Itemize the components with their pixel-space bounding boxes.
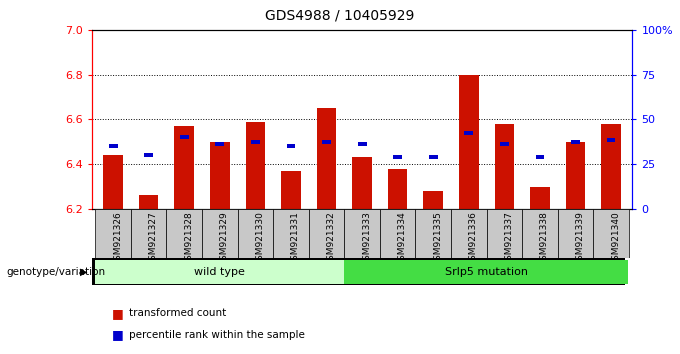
Bar [601, 124, 621, 209]
Text: transformed count: transformed count [129, 308, 226, 318]
Text: GSM921329: GSM921329 [220, 211, 229, 266]
Text: GSM921327: GSM921327 [149, 211, 158, 266]
Text: GSM921328: GSM921328 [184, 211, 193, 266]
Bar [593, 209, 629, 258]
Bar [144, 153, 153, 157]
Bar [245, 122, 265, 209]
Bar [566, 142, 585, 209]
Text: genotype/variation: genotype/variation [7, 267, 106, 277]
Text: GSM921326: GSM921326 [113, 211, 122, 266]
Bar [352, 158, 372, 209]
Bar [487, 209, 522, 258]
Bar [273, 209, 309, 258]
Bar [139, 195, 158, 209]
Text: GSM921335: GSM921335 [433, 211, 442, 266]
Bar [251, 140, 260, 144]
Text: GSM921332: GSM921332 [326, 211, 335, 266]
Text: GSM921339: GSM921339 [575, 211, 585, 266]
Text: GSM921331: GSM921331 [291, 211, 300, 266]
Bar [95, 260, 343, 284]
Text: percentile rank within the sample: percentile rank within the sample [129, 330, 305, 339]
Text: GSM921340: GSM921340 [611, 211, 620, 266]
Bar [103, 155, 123, 209]
Text: GSM921336: GSM921336 [469, 211, 478, 266]
Bar [451, 209, 487, 258]
Text: wild type: wild type [194, 267, 245, 277]
Bar [558, 209, 593, 258]
Bar [536, 155, 544, 159]
Bar [500, 142, 509, 146]
Bar [131, 209, 167, 258]
Bar [202, 209, 237, 258]
Bar [175, 126, 194, 209]
Bar [216, 142, 224, 146]
Text: GDS4988 / 10405929: GDS4988 / 10405929 [265, 9, 415, 23]
Bar [282, 171, 301, 209]
Text: ■: ■ [112, 307, 124, 320]
Bar [167, 209, 202, 258]
Bar [344, 209, 380, 258]
Bar [180, 135, 188, 139]
Bar [607, 138, 615, 142]
Bar [309, 209, 344, 258]
Bar [429, 155, 438, 159]
Text: ▶: ▶ [80, 267, 87, 277]
Bar [530, 187, 549, 209]
Bar [109, 144, 118, 148]
Bar [358, 142, 367, 146]
Text: GSM921338: GSM921338 [540, 211, 549, 266]
Bar [237, 209, 273, 258]
Bar [286, 144, 295, 148]
Bar [317, 108, 337, 209]
Bar [393, 155, 402, 159]
Bar [415, 209, 451, 258]
Bar [95, 209, 131, 258]
Text: ■: ■ [112, 328, 124, 341]
Text: Srlp5 mutation: Srlp5 mutation [445, 267, 528, 277]
Bar [344, 260, 628, 284]
Bar [210, 142, 230, 209]
Bar [388, 169, 407, 209]
Bar [424, 191, 443, 209]
Bar [464, 131, 473, 135]
Text: GSM921333: GSM921333 [362, 211, 371, 266]
Bar [494, 124, 514, 209]
Bar [459, 75, 479, 209]
Text: GSM921330: GSM921330 [256, 211, 265, 266]
Text: GSM921337: GSM921337 [505, 211, 513, 266]
Bar [522, 209, 558, 258]
Bar [571, 140, 580, 144]
Text: GSM921334: GSM921334 [398, 211, 407, 266]
Bar [380, 209, 415, 258]
Bar [322, 140, 331, 144]
